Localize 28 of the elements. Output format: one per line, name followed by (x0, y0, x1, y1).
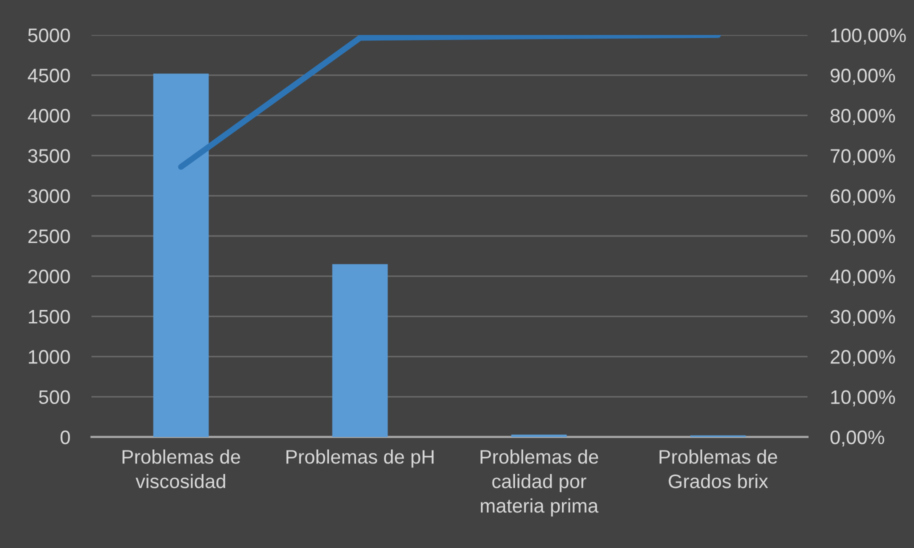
y2-tick-label: 80,00% (830, 108, 895, 125)
x-tick-label: Problemas de Grados brix (660, 449, 778, 488)
y-tick-label: 1500 (28, 310, 70, 324)
bar (332, 264, 388, 437)
y-tick-label: 500 (38, 390, 70, 404)
y2-tick-label: 100,00% (831, 28, 906, 45)
y2-tick-label: 10,00% (831, 390, 895, 406)
y-tick-label: 5000 (28, 28, 70, 42)
x-tick-label: Problemas de viscosidad (122, 449, 240, 488)
y2-tick-label: 40,00% (830, 270, 895, 286)
y-tick-label: 4000 (28, 108, 70, 123)
y2-tick-label: 70,00% (830, 149, 895, 166)
y2-tick-label: 90,00% (830, 68, 895, 85)
y-tick-label: 4500 (28, 68, 70, 82)
y2-tick-label: 20,00% (830, 350, 895, 366)
bar (153, 74, 209, 437)
y2-tick-label: 30,00% (830, 310, 895, 326)
y-tick-label: 2500 (28, 229, 70, 244)
x-tick-label: Problemas de pH (286, 449, 434, 468)
y-tick-label: 0 (60, 430, 70, 444)
y-tick-label: 1000 (28, 350, 70, 364)
y2-tick-label: 50,00% (830, 229, 895, 246)
y-tick-label: 3500 (28, 149, 70, 163)
y-tick-label: 3000 (28, 189, 70, 204)
y2-tick-label: 0,00% (830, 430, 884, 447)
y2-tick-label: 60,00% (830, 189, 895, 206)
x-tick-label: Problemas de calidad por materia prima (480, 449, 598, 517)
y-tick-label: 2000 (28, 270, 70, 284)
